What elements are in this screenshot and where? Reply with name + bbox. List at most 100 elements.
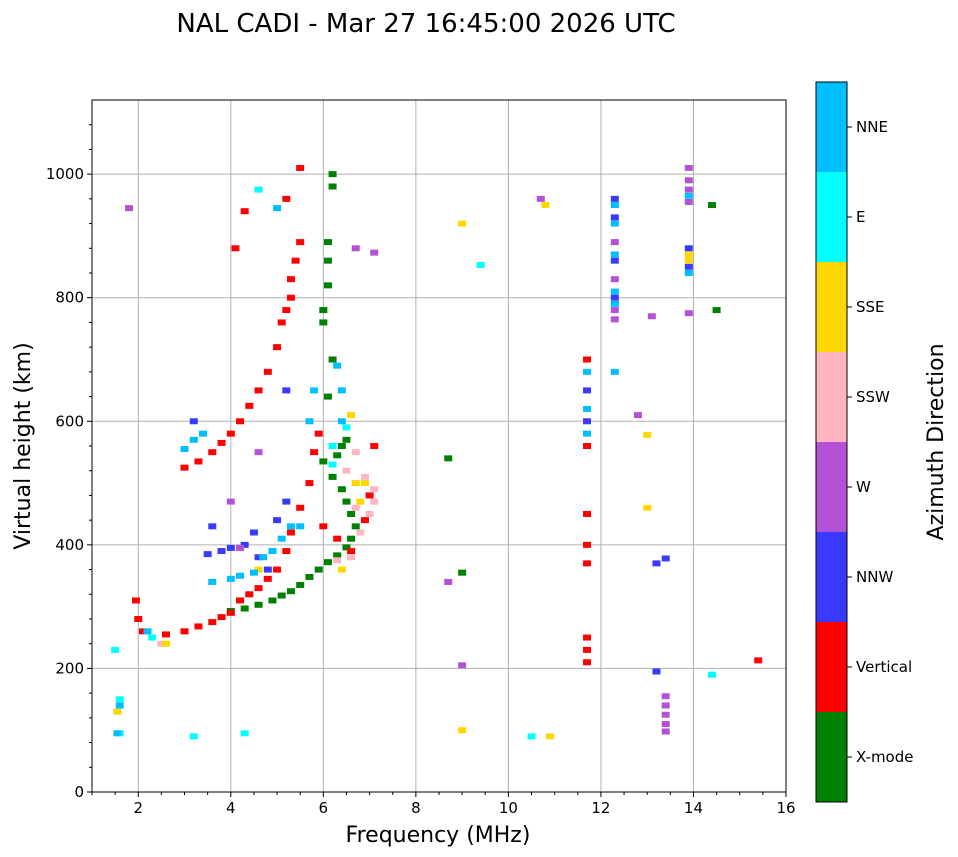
data-point-nne xyxy=(610,220,619,227)
data-point-x-mode xyxy=(319,319,328,326)
data-point-x-mode xyxy=(328,473,337,480)
colorbar-segment xyxy=(816,532,847,622)
data-point-vertical xyxy=(208,619,217,626)
data-point-vertical xyxy=(245,402,254,409)
x-axis-ticks: 2 4 6 8 10 12 14 16 xyxy=(91,792,796,817)
data-point-e xyxy=(240,730,249,737)
y-tick-label: 200 xyxy=(55,659,84,677)
data-point-nne xyxy=(583,405,592,412)
x-tick-label: 12 xyxy=(591,799,610,817)
data-point-vertical xyxy=(231,245,240,252)
data-point-nne xyxy=(259,554,268,561)
data-point-ssw xyxy=(351,449,360,456)
data-point-nnw xyxy=(282,498,291,505)
data-point-x-mode xyxy=(254,601,263,608)
data-point-vertical xyxy=(217,614,226,621)
data-point-ssw xyxy=(370,498,379,505)
data-point-nne xyxy=(286,523,295,530)
data-point-vertical xyxy=(583,510,592,517)
data-point-sse xyxy=(541,202,550,209)
data-point-vertical xyxy=(131,597,140,604)
data-point-nne xyxy=(337,387,346,394)
data-point-vertical xyxy=(138,628,147,635)
data-point-nne xyxy=(333,362,342,369)
data-point-vertical xyxy=(254,585,263,592)
data-point-x-mode xyxy=(444,455,453,462)
data-point-vertical xyxy=(194,623,203,630)
data-point-vertical xyxy=(754,657,763,664)
data-point-vertical xyxy=(583,646,592,653)
x-tick-label: 14 xyxy=(684,799,703,817)
data-point-x-mode xyxy=(328,183,337,190)
data-point-e xyxy=(148,634,157,641)
data-point-x-mode xyxy=(323,559,332,566)
colorbar-tick-label: Vertical xyxy=(856,658,912,676)
data-point-sse xyxy=(684,257,693,264)
data-point-vertical xyxy=(314,430,323,437)
data-point-nne xyxy=(113,730,122,737)
data-point-nne xyxy=(249,569,258,576)
data-point-nne xyxy=(226,575,235,582)
data-point-x-mode xyxy=(458,569,467,576)
data-point-w xyxy=(236,544,245,551)
data-point-nnw xyxy=(263,566,272,573)
data-point-e xyxy=(342,424,351,431)
data-points xyxy=(111,164,763,740)
data-point-vertical xyxy=(162,631,171,638)
data-point-vertical xyxy=(263,575,272,582)
colorbar-tick-label: E xyxy=(856,208,865,226)
data-point-vertical xyxy=(286,276,295,283)
data-point-x-mode xyxy=(337,443,346,449)
data-point-nnw xyxy=(652,560,661,567)
data-point-nne xyxy=(277,535,286,542)
data-point-vertical xyxy=(273,344,282,351)
data-point-e xyxy=(328,443,337,449)
data-point-e xyxy=(189,733,198,740)
data-point-x-mode xyxy=(333,552,342,559)
data-point-w xyxy=(684,310,693,317)
colorbar-label: Azimuth Direction xyxy=(924,343,949,540)
data-point-ssw xyxy=(157,640,166,647)
x-tick-label: 2 xyxy=(133,799,143,817)
colorbar-segment xyxy=(816,712,847,802)
colorbar-segment xyxy=(816,172,847,262)
data-point-x-mode xyxy=(337,486,346,493)
data-point-ssw xyxy=(370,486,379,493)
data-point-vertical xyxy=(273,566,282,573)
data-point-vertical xyxy=(236,597,245,604)
data-point-vertical xyxy=(282,307,291,314)
data-point-w xyxy=(125,205,134,212)
data-point-vertical xyxy=(286,294,295,301)
data-point-x-mode xyxy=(323,282,332,289)
data-point-nne xyxy=(583,368,592,375)
data-point-nnw xyxy=(208,523,217,530)
data-point-ssw xyxy=(360,473,369,480)
colorbar-segment xyxy=(816,352,847,442)
y-tick-label: 600 xyxy=(55,412,84,430)
data-point-nne xyxy=(684,270,693,276)
data-point-nne xyxy=(310,387,319,394)
data-point-vertical xyxy=(296,504,305,511)
data-point-nnw xyxy=(189,418,198,425)
data-point-vertical xyxy=(319,523,328,530)
data-point-nne xyxy=(610,288,619,295)
data-point-x-mode xyxy=(342,498,351,505)
data-point-vertical xyxy=(134,616,143,622)
data-point-w xyxy=(444,578,453,585)
data-point-vertical xyxy=(347,548,356,555)
y-tick-label: 400 xyxy=(55,536,84,554)
data-point-vertical xyxy=(305,480,314,487)
data-point-e xyxy=(115,696,124,703)
data-point-vertical xyxy=(282,195,291,202)
colorbar: X-mode Vertical NNW W SSW SSE E NNE xyxy=(815,81,913,803)
data-point-nne xyxy=(115,702,124,709)
x-tick-label: 4 xyxy=(226,799,236,817)
colorbar-tick-label: W xyxy=(856,478,871,496)
data-point-nne xyxy=(199,430,208,437)
data-point-nnw xyxy=(684,263,693,270)
data-point-x-mode xyxy=(305,573,314,580)
colorbar-segment xyxy=(816,82,847,172)
data-point-vertical xyxy=(236,418,245,425)
data-point-x-mode xyxy=(712,307,721,314)
